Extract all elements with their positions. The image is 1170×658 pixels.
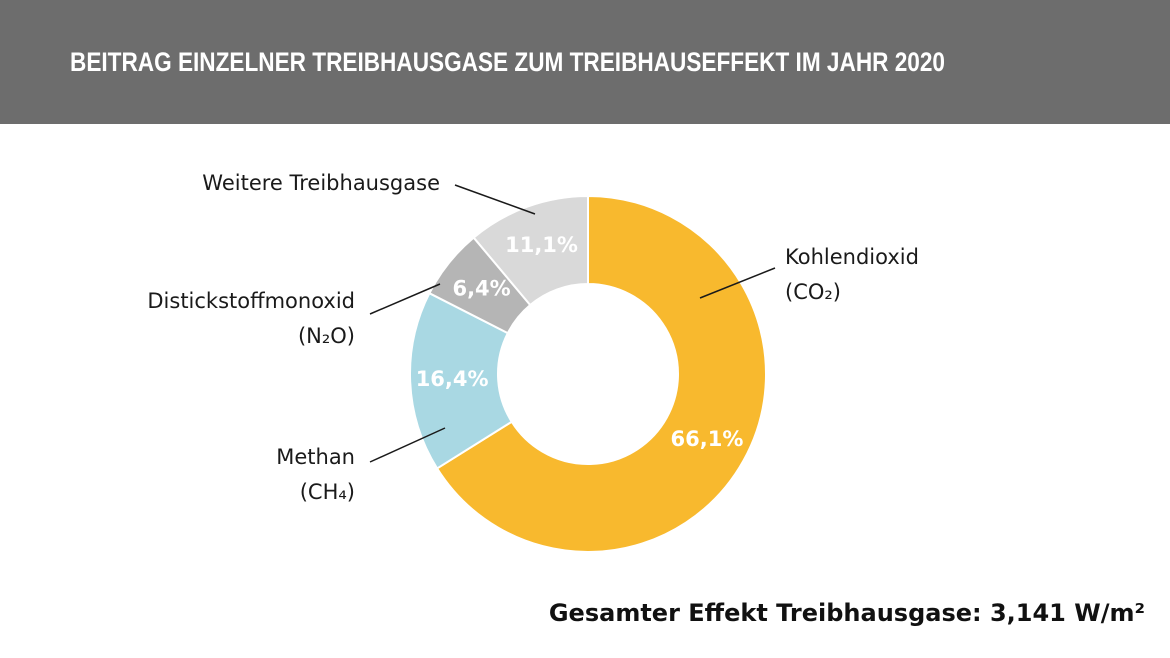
leader-line — [369, 283, 441, 315]
category-label: Weitere Treibhausgase — [202, 171, 440, 195]
category-label: Kohlendioxid — [785, 245, 919, 269]
value-label: 6,4% — [452, 276, 510, 300]
category-label: Distickstoffmonoxid — [147, 289, 355, 313]
header-bar — [0, 0, 1170, 124]
chart-title: BEITRAG EINZELNER TREIBHAUSGASE ZUM TREI… — [70, 47, 945, 77]
slice — [435, 194, 767, 553]
category-label: (CO₂) — [785, 280, 841, 304]
slice — [409, 291, 514, 470]
note: Gesamter Effekt Treibhausgase: 3,141 W/m… — [549, 599, 1145, 627]
category-label: (CH₄) — [300, 480, 355, 504]
leader-line — [699, 267, 776, 299]
slice — [472, 194, 589, 307]
category-label: Methan — [276, 445, 355, 469]
leader-line — [369, 427, 446, 463]
value-label: 66,1% — [671, 427, 744, 451]
value-label: 11,1% — [505, 233, 578, 257]
leader-line — [454, 184, 536, 215]
category-label: (N₂O) — [298, 324, 355, 348]
value-label: 16,4% — [416, 367, 489, 391]
